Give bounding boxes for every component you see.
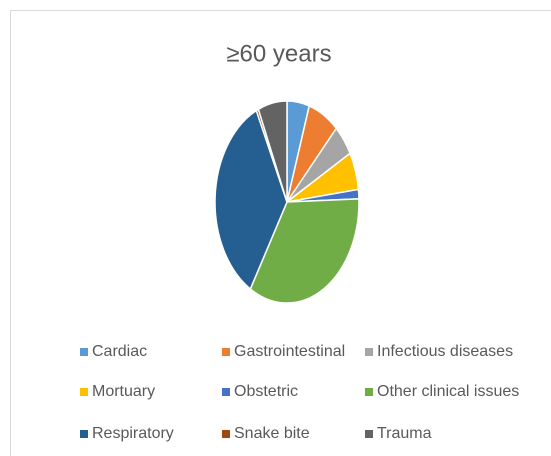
legend-swatch [365,388,373,396]
chart-title: ≥60 years [226,40,331,67]
legend-swatch [80,348,88,356]
legend-swatch [80,388,88,396]
legend-label: Cardiac [92,343,147,360]
legend-swatch [80,430,88,438]
legend-swatch [222,430,230,438]
pie-slice [257,100,288,203]
legend-label: Gastrointestinal [234,343,345,360]
legend-label: Respiratory [92,425,174,442]
legend-label: Other clinical issues [377,383,519,400]
legend-swatch [365,430,373,438]
pie-slice [214,109,288,291]
legend-swatch [222,388,230,396]
legend-label: Trauma [377,425,432,442]
legend-swatch [222,348,230,356]
legend-label: Snake bite [234,425,310,442]
legend-label: Infectious diseases [377,343,513,360]
legend-label: Mortuary [92,383,155,400]
legend-label: Obstetric [234,383,298,400]
legend-swatch [365,348,373,356]
